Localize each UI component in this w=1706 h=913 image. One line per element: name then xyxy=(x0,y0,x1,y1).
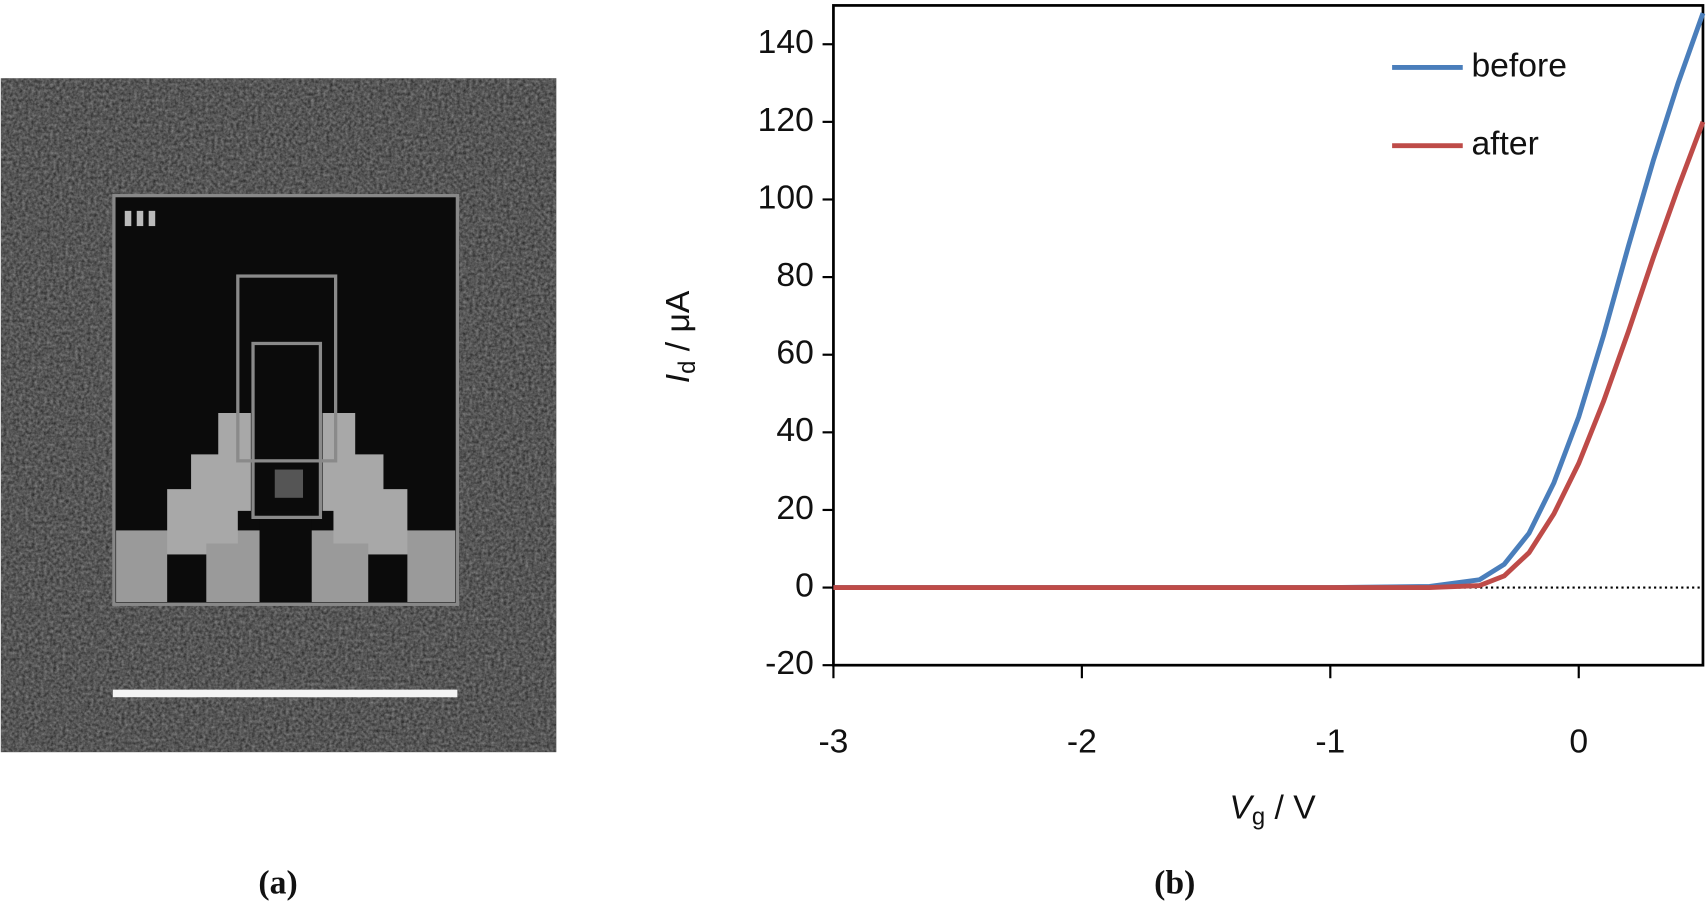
series-line xyxy=(833,120,1706,591)
x-tick-label: 0 xyxy=(1569,723,1588,760)
y-tick-label: 80 xyxy=(776,257,813,294)
y-tick-label: 100 xyxy=(758,179,814,216)
x-label-main: V xyxy=(1229,790,1255,827)
gap xyxy=(167,554,207,603)
y-tick-label: 40 xyxy=(776,412,813,449)
marker xyxy=(124,210,132,227)
x-axis-label: Vg / V xyxy=(1229,790,1316,831)
y-tick-label: -20 xyxy=(765,645,814,682)
gap xyxy=(368,554,408,603)
trace xyxy=(236,274,338,463)
panel-label: (a) xyxy=(258,865,297,902)
electrode xyxy=(167,413,251,555)
pad-grid xyxy=(274,469,304,498)
marker xyxy=(136,210,144,227)
y-tick-label: 60 xyxy=(776,335,813,372)
panel-label: (b) xyxy=(1154,865,1195,902)
y-label-unit: / μA xyxy=(660,290,697,360)
x-label-unit: / V xyxy=(1265,790,1316,827)
y-tick-label: 120 xyxy=(758,102,814,139)
trace xyxy=(251,341,323,519)
x-label-sub: g xyxy=(1252,804,1265,831)
y-label-main: I xyxy=(660,374,697,383)
y-tick-label: 140 xyxy=(758,24,814,61)
legend-label: after xyxy=(1471,126,1538,163)
y-tick-label: 0 xyxy=(795,567,814,604)
gap xyxy=(259,510,312,603)
marker xyxy=(148,210,156,227)
device-photo xyxy=(0,78,557,753)
y-axis-label: Id / μA xyxy=(660,290,701,383)
x-tick-label: -2 xyxy=(1067,723,1097,760)
electrode xyxy=(322,413,408,555)
series-line xyxy=(833,12,1706,591)
legend-label: before xyxy=(1471,47,1567,84)
x-tick-label: -1 xyxy=(1315,723,1345,760)
y-tick-label: 20 xyxy=(776,490,813,527)
y-label-sub: d xyxy=(674,361,701,374)
x-tick-label: -3 xyxy=(818,723,848,760)
plot-frame xyxy=(832,4,1705,667)
